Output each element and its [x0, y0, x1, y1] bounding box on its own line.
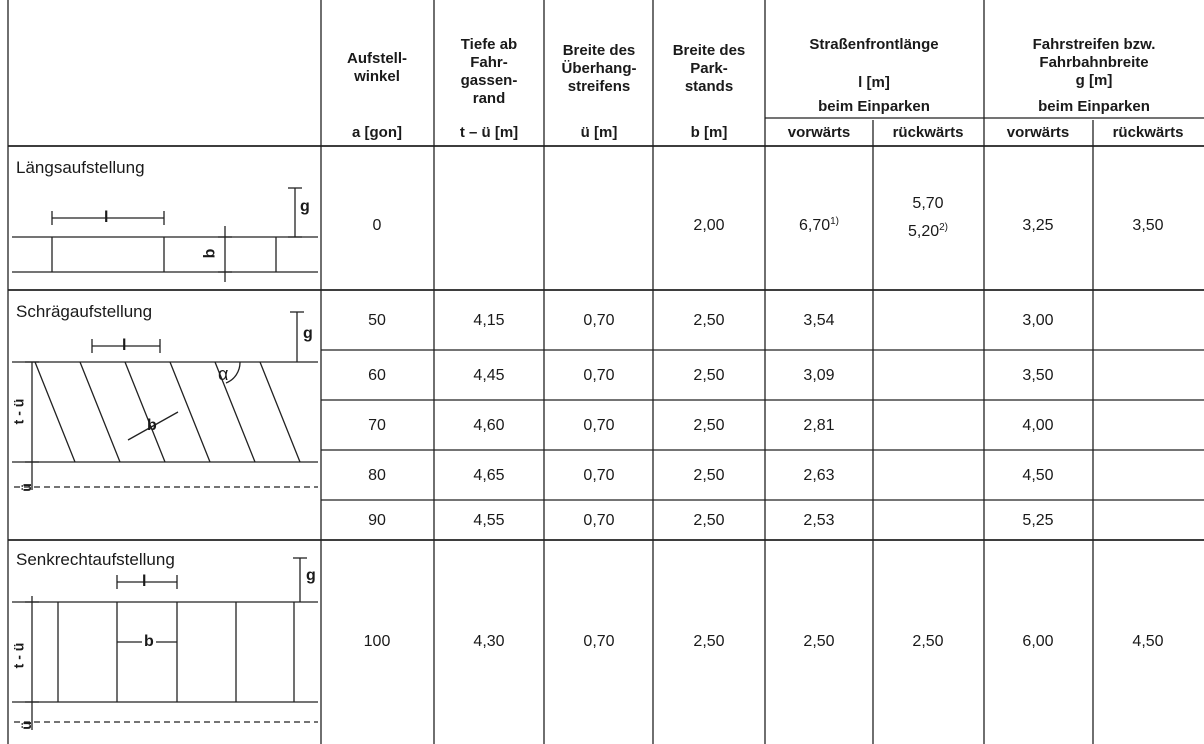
cell-b: 2,50 [693, 367, 725, 384]
dim-g-schraeg: g [303, 325, 313, 342]
cell-b: 2,50 [693, 633, 725, 650]
dim-l-schraeg: l [122, 337, 127, 354]
cell-u: 0,70 [583, 467, 615, 484]
cell-a: 0 [372, 217, 382, 234]
unit-g-rueckwaerts: rückwärts [1112, 124, 1184, 141]
dim-b-schraeg: b [147, 417, 157, 434]
cell-u: 0,70 [583, 367, 615, 384]
cell-tu: 4,30 [473, 633, 505, 650]
cell-u: 0,70 [583, 417, 615, 434]
header-aufstellwinkel: Aufstell-winkel [347, 50, 407, 85]
cell-tu: 4,55 [473, 512, 505, 529]
cell-a: 80 [368, 467, 386, 484]
cell-g-vorwaerts: 3,00 [1022, 312, 1054, 329]
footnote-1: 1) [830, 216, 840, 227]
cell-g-vorwaerts: 4,50 [1022, 467, 1054, 484]
cell-l-vorwaerts: 2,53 [803, 512, 835, 529]
cell-a: 60 [368, 367, 386, 384]
dim-g-senkrecht: g [306, 567, 316, 584]
cell-l-vorwaerts: 6,701) [798, 216, 840, 234]
unit-u: ü [m] [580, 124, 618, 141]
cell-l-rueckwaerts-2: 5,202) [907, 222, 949, 240]
cell-b: 2,50 [693, 312, 725, 329]
dim-l-senkrecht: l [142, 573, 147, 590]
section-laengsaufstellung: Längsaufstellung [16, 158, 145, 177]
cell-b: 2,50 [693, 417, 725, 434]
cell-u: 0,70 [583, 312, 615, 329]
header-tiefe: Tiefe ab Fahr-gassen-rand [460, 36, 518, 107]
cell-g-vorwaerts: 6,00 [1022, 633, 1054, 650]
cell-u: 0,70 [583, 512, 615, 529]
dim-u-schraeg: ü [17, 483, 34, 492]
angle-alpha: α [218, 364, 229, 384]
header-frontlaenge-unit: l [m] [858, 74, 890, 91]
header-parkstand: Breite des Park-stands [672, 42, 746, 95]
cell-tu: 4,65 [473, 467, 505, 484]
cell-l-vorwaerts: 2,81 [803, 417, 835, 434]
section-schraegaufstellung: Schrägaufstellung [16, 302, 153, 321]
header-frontlaenge: Straßenfrontlänge [809, 36, 939, 53]
header-ueberhang: Breite des Überhang-streifens [561, 42, 637, 95]
cell-tu: 4,60 [473, 417, 505, 434]
cell-l-vorwaerts: 2,50 [803, 633, 835, 650]
cell-b: 2,50 [693, 467, 725, 484]
dim-l-laengs: l [104, 209, 109, 226]
dim-u-senkrecht: ü [17, 721, 34, 730]
diagram-schraegaufstellung [12, 311, 318, 490]
cell-a: 90 [368, 512, 386, 529]
cell-b: 2,00 [693, 217, 725, 234]
diagram-laengsaufstellung [12, 187, 318, 282]
cell-g-vorwaerts: 3,50 [1022, 367, 1054, 384]
cell-l-vorwaerts: 2,63 [803, 467, 835, 484]
unit-a: a [gon] [352, 124, 402, 141]
cell-g-vorwaerts: 5,25 [1022, 512, 1054, 529]
cell-tu: 4,45 [473, 367, 505, 384]
header-beim-einparken-l: beim Einparken [818, 98, 930, 115]
cell-l-vorwaerts: 3,09 [803, 367, 835, 384]
dim-tu-schraeg: t - ü [10, 398, 27, 425]
dim-tu-senkrecht: t - ü [10, 642, 27, 669]
cell-g-rueckwaerts: 3,50 [1132, 217, 1164, 234]
section-senkrechtaufstellung: Senkrechtaufstellung [16, 550, 175, 569]
unit-l-rueckwaerts: rückwärts [892, 124, 964, 141]
header-beim-einparken-g: beim Einparken [1038, 98, 1150, 115]
cell-a: 50 [368, 312, 386, 329]
cell-l-vorwaerts: 3,54 [803, 312, 835, 329]
unit-b: b [m] [690, 124, 728, 141]
cell-u: 0,70 [583, 633, 615, 650]
cell-b: 2,50 [693, 512, 725, 529]
cell-l-rueckwaerts-1: 5,70 [912, 195, 944, 212]
dim-b-laengs: b [201, 248, 219, 259]
cell-a: 100 [363, 633, 391, 650]
cell-l-rueckwaerts: 2,50 [912, 633, 944, 650]
cell-tu: 4,15 [473, 312, 505, 329]
unit-tu: t – ü [m] [459, 124, 519, 141]
diagram-senkrechtaufstellung [12, 557, 318, 730]
footnote-2: 2) [939, 222, 949, 233]
dim-g-laengs: g [300, 198, 310, 215]
dim-b-senkrecht: b [142, 632, 156, 651]
cell-g-rueckwaerts: 4,50 [1132, 633, 1164, 650]
unit-l-vorwaerts: vorwärts [787, 124, 851, 141]
cell-g-vorwaerts: 4,00 [1022, 417, 1054, 434]
unit-g-vorwaerts: vorwärts [1006, 124, 1070, 141]
cell-a: 70 [368, 417, 386, 434]
header-fahrbahn: Fahrstreifen bzw. Fahrbahnbreite g [m] [1032, 36, 1156, 89]
cell-g-vorwaerts: 3,25 [1022, 217, 1054, 234]
